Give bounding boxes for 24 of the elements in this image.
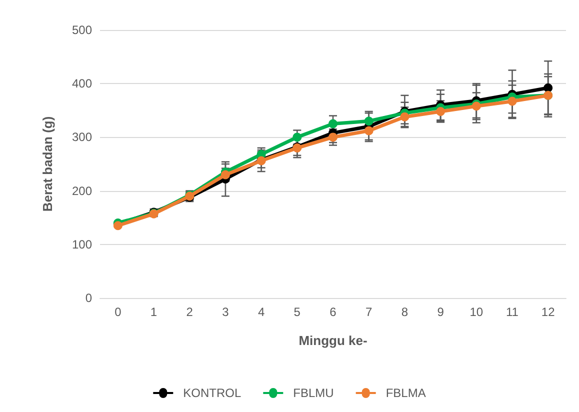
y-axis-title: Berat badan (g): [40, 116, 55, 212]
legend-label: FBLMA: [386, 386, 426, 400]
x-tick-label: 7: [366, 305, 372, 319]
y-tick-label: 400: [72, 76, 92, 91]
y-tick-label: 300: [72, 130, 92, 144]
y-tick-label: 100: [72, 237, 92, 252]
y-tick-label: 200: [72, 184, 92, 198]
x-tick-label: 9: [437, 305, 444, 319]
legend-label: KONTROL: [183, 386, 242, 400]
x-tick-label: 11: [506, 305, 519, 319]
x-tick-label: 4: [258, 305, 265, 319]
x-tick-label: 5: [294, 305, 301, 319]
legend-label: FBLMU: [293, 386, 334, 400]
x-axis-title: Minggu ke-: [298, 333, 368, 348]
y-tick-label: 0: [85, 291, 92, 305]
x-tick-label: 0: [114, 305, 122, 319]
y-tick-label: 500: [72, 23, 92, 37]
x-tick-label: 12: [541, 305, 556, 319]
x-tick-label: 6: [330, 305, 337, 319]
x-tick-label: 1: [150, 305, 158, 319]
x-tick-label: 8: [401, 305, 408, 319]
x-tick-label: 2: [186, 305, 194, 319]
x-tick-label: 3: [222, 305, 230, 319]
x-tick-label: 10: [470, 305, 484, 319]
